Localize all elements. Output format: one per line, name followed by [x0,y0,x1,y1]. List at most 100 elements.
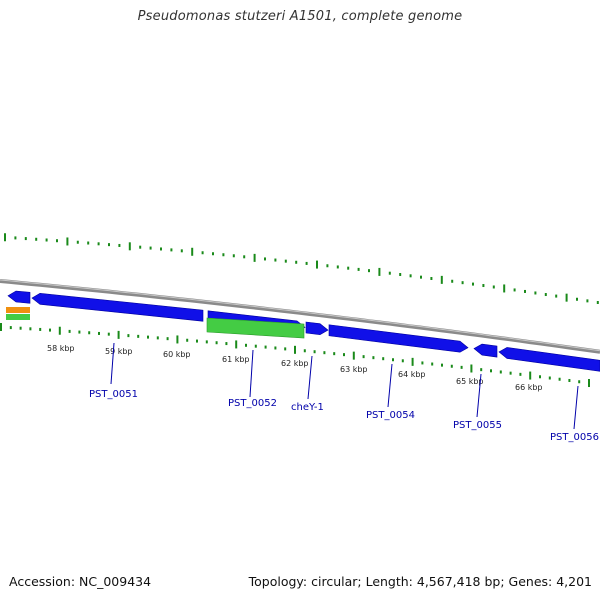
kbp-label: 66 kbp [515,383,543,392]
gc-outer-mark [576,297,578,301]
gene-arrow [305,321,329,335]
gc-outer-mark [399,272,402,276]
gc-inner-mark [362,355,365,359]
gc-outer-mark [232,254,235,258]
genome-backbone [0,279,600,354]
gc-inner-mark [578,380,581,384]
gc-inner-mark [156,336,159,340]
gc-inner-mark [431,362,434,366]
gc-inner-mark [529,371,532,380]
gc-outer-mark [97,242,100,246]
kbp-label: 64 kbp [398,370,426,379]
gene-leader-line [387,363,393,408]
gc-outer-mark [357,267,360,271]
gene-arrow [31,293,204,322]
kbp-label: 60 kbp [163,350,191,359]
kbp-label: 65 kbp [456,377,484,386]
kbp-label: 59 kbp [105,347,133,356]
backbone-highlight [0,279,600,352]
gc-outer-mark [544,293,547,297]
gc-outer-mark [87,241,90,245]
gc-inner-mark [196,339,198,343]
gene-arrow [498,347,600,372]
gene-leader-line [110,342,115,385]
gc-inner-mark [382,357,385,361]
gc-outer-mark [108,243,110,247]
gene-label: cheY-1 [291,402,324,413]
gc-inner-mark [29,327,32,331]
gc-outer-mark [534,291,537,295]
gc-outer-mark [461,281,464,285]
gc-inner-mark [343,353,345,357]
gene-track [7,290,600,372]
gc-skew-track-inner [0,323,590,388]
gc-outer-mark [388,271,391,275]
gc-inner-mark [450,364,453,368]
gc-outer-mark [4,233,6,242]
gc-outer-mark [451,279,454,283]
gc-inner-mark [323,351,326,355]
gene-arrow [7,290,31,304]
gc-outer-mark [264,257,266,261]
gc-outer-mark [118,243,121,247]
gc-inner-mark [460,365,463,369]
kbp-label: 62 kbp [281,359,309,368]
gc-outer-mark [524,289,526,293]
gc-inner-mark [235,340,238,349]
gc-inner-mark [245,343,247,347]
gc-inner-mark [39,327,42,331]
gc-outer-mark [596,300,599,304]
gc-outer-mark [565,293,568,302]
gc-inner-mark [68,329,71,333]
gc-inner-mark [225,342,228,346]
gc-inner-mark [78,330,81,334]
gc-outer-mark [336,265,339,269]
gc-outer-mark [513,288,516,292]
gc-inner-mark [509,371,512,375]
gc-inner-mark [568,378,571,382]
kbp-label: 63 kbp [340,365,368,374]
gc-outer-mark [347,266,350,270]
gc-inner-mark [558,377,561,381]
kbp-label: 58 kbp [47,344,75,353]
gene-label: PST_0051 [89,389,138,400]
gc-inner-mark [107,332,110,336]
gc-inner-mark [441,363,443,367]
gc-outer-mark [440,275,443,284]
gc-inner-mark [392,358,394,362]
gc-outer-mark [482,284,485,288]
gc-inner-mark [274,346,277,350]
gene-leader-line [249,349,254,398]
gc-inner-mark [88,331,91,335]
gc-inner-mark [284,347,287,351]
gc-outer-mark [378,267,381,276]
gc-outer-mark [295,260,298,264]
gc-inner-mark [58,326,61,335]
gc-outer-mark [243,255,246,259]
gc-inner-mark [205,340,208,344]
kbp-scale: 58 kbp 59 kbp 60 kbp 61 kbp 62 kbp 63 kbp 64 k… [47,344,543,392]
gc-inner-mark [127,334,130,338]
feature-track [6,307,305,339]
gc-outer-mark [253,253,256,262]
gc-outer-mark [368,269,370,273]
gc-inner-mark [9,326,12,330]
gc-outer-mark [35,237,38,241]
gc-outer-mark [201,251,204,255]
gc-outer-mark [222,253,225,257]
gc-inner-mark [117,330,120,339]
gc-outer-mark [284,259,287,263]
gc-inner-mark [411,357,414,366]
gc-inner-mark [186,338,189,342]
gene-leader-line [573,385,579,430]
gc-outer-mark [45,238,48,242]
gene-leader-line [476,373,482,418]
gc-inner-mark [588,379,590,388]
gc-outer-mark [409,274,412,278]
gc-outer-mark [212,252,214,256]
gc-inner-mark [352,351,355,360]
gc-inner-mark [519,372,522,376]
gc-inner-mark [215,341,218,345]
